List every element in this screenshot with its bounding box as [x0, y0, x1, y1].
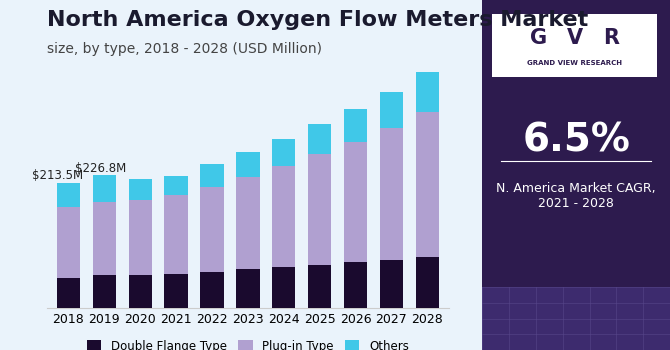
- Bar: [415, 72, 439, 112]
- Bar: [92, 175, 116, 202]
- Bar: [415, 257, 439, 308]
- Bar: [200, 164, 224, 187]
- Text: 6.5%: 6.5%: [522, 121, 630, 159]
- Bar: [92, 202, 116, 275]
- Bar: [308, 124, 332, 154]
- Bar: [92, 275, 116, 308]
- Bar: [200, 272, 224, 308]
- Bar: [380, 260, 403, 308]
- Text: GRAND VIEW RESEARCH: GRAND VIEW RESEARCH: [527, 60, 622, 66]
- Bar: [129, 179, 152, 200]
- Bar: [57, 183, 80, 207]
- Bar: [272, 139, 295, 166]
- Bar: [129, 275, 152, 308]
- Bar: [380, 128, 403, 260]
- Text: Source:
www.grandviewresearch.com: Source: www.grandviewresearch.com: [501, 307, 645, 329]
- Bar: [129, 199, 152, 275]
- Bar: [237, 269, 259, 308]
- Bar: [380, 92, 403, 128]
- Bar: [164, 195, 188, 274]
- Text: G: G: [530, 28, 547, 48]
- Text: R: R: [602, 28, 618, 48]
- Bar: [57, 207, 80, 278]
- Bar: [344, 109, 367, 142]
- Text: size, by type, 2018 - 2028 (USD Million): size, by type, 2018 - 2028 (USD Million): [47, 42, 322, 56]
- Bar: [237, 152, 259, 177]
- Text: North America Oxygen Flow Meters Market: North America Oxygen Flow Meters Market: [47, 10, 588, 30]
- Text: $226.8M: $226.8M: [75, 162, 127, 175]
- Bar: [57, 278, 80, 308]
- Bar: [308, 154, 332, 265]
- Text: $213.5M: $213.5M: [32, 169, 83, 182]
- Bar: [272, 267, 295, 308]
- Bar: [272, 166, 295, 267]
- Bar: [237, 177, 259, 269]
- Bar: [344, 142, 367, 262]
- Bar: [200, 187, 224, 272]
- Bar: [415, 112, 439, 257]
- Bar: [164, 274, 188, 308]
- Legend: Double Flange Type, Plug-in Type, Others: Double Flange Type, Plug-in Type, Others: [82, 335, 413, 350]
- Bar: [344, 262, 367, 308]
- Bar: [308, 265, 332, 308]
- Text: V: V: [566, 28, 583, 48]
- Text: N. America Market CAGR,
2021 - 2028: N. America Market CAGR, 2021 - 2028: [496, 182, 656, 210]
- Bar: [164, 176, 188, 195]
